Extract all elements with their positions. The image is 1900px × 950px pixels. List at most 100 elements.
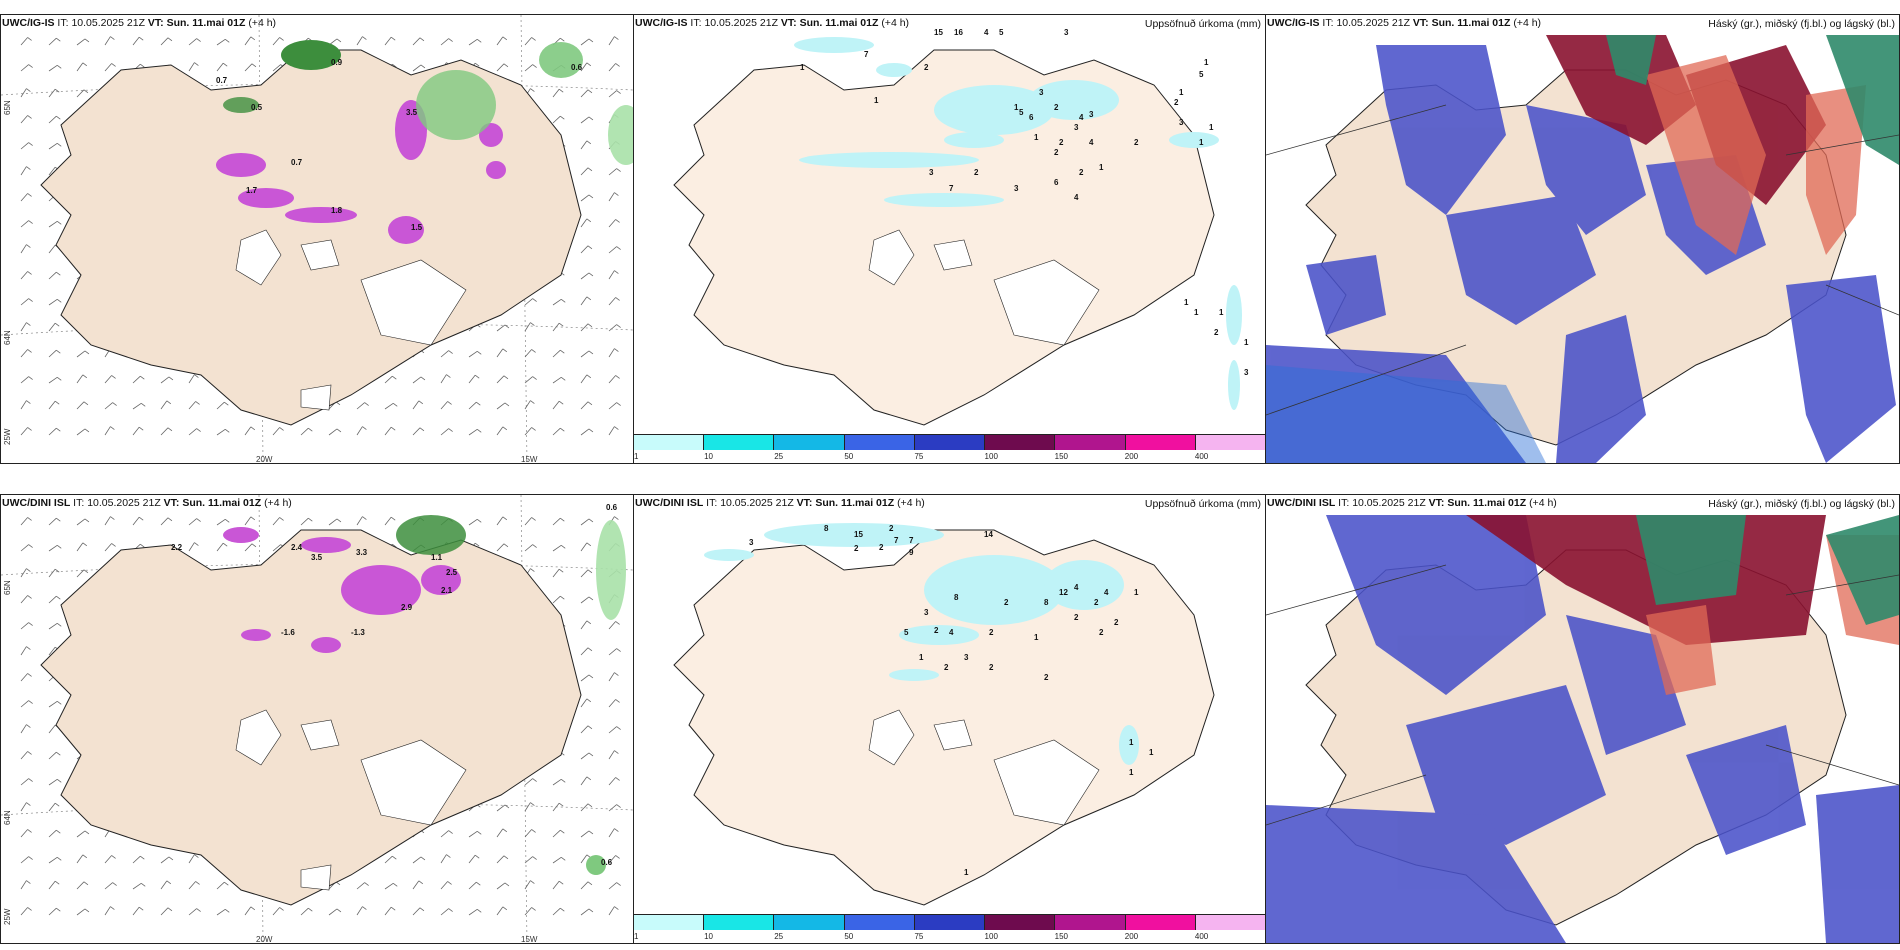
- wind-barb: [412, 376, 426, 384]
- value-label: 1: [1184, 298, 1189, 307]
- offset: (+4 h): [881, 17, 910, 29]
- value-label: 2: [1214, 328, 1219, 337]
- wind-barb: [132, 426, 144, 436]
- precip-areas: [794, 37, 1242, 410]
- it-label: IT:: [706, 497, 718, 509]
- value-label: 6: [1054, 178, 1059, 187]
- colorbar-tick: 150: [1054, 932, 1069, 941]
- wind-barb: [412, 880, 424, 890]
- colorbar-segment: [1055, 435, 1126, 450]
- wind-barb: [496, 516, 508, 526]
- colorbar-segment: [1055, 915, 1126, 930]
- colorbar-tick: 25: [774, 932, 784, 941]
- model-name: UWC/IG-IS: [635, 17, 688, 29]
- value-label: 2: [1054, 148, 1059, 157]
- wind-barb: [496, 828, 508, 838]
- lon-label-15w: 15W: [521, 935, 538, 944]
- wind-barb: [580, 620, 592, 630]
- wind-barb: [468, 909, 482, 916]
- value-label: 2: [854, 544, 859, 553]
- wind-barb: [412, 856, 426, 864]
- wind-barb: [216, 909, 230, 916]
- value-label: 5: [999, 28, 1004, 37]
- value-label: 3: [964, 653, 969, 662]
- value-label: 2: [1059, 138, 1064, 147]
- colorbar-segment: [985, 915, 1056, 930]
- wind-barb: [608, 297, 620, 306]
- wind-barb: [412, 64, 426, 72]
- glaciers: [868, 709, 1100, 826]
- value-label: 3.5: [311, 553, 323, 562]
- wind-barb: [20, 595, 32, 604]
- model-name: UWC/DINI ISL: [1267, 497, 1336, 509]
- wind-barb: [608, 375, 620, 384]
- wind-barb: [48, 37, 61, 46]
- value-label: 2: [934, 626, 939, 635]
- wind-barb: [328, 428, 342, 436]
- wind-barb: [496, 855, 509, 864]
- lat-label-25w: 25W: [3, 908, 12, 925]
- wind-barb: [188, 62, 199, 72]
- sea-bands: [1266, 365, 1546, 463]
- panel-title: UWC/IG-IS IT: 10.05.2025 21Z VT: Sun. 11…: [1267, 17, 1541, 29]
- panel-wind-temp-top: UWC/IG-IS IT: 10.05.2025 21Z VT: Sun. 11…: [0, 14, 634, 464]
- wind-barb: [20, 880, 31, 890]
- wind-barb: [244, 36, 256, 46]
- wind-barb: [580, 596, 594, 604]
- wind-barb: [496, 348, 508, 358]
- value-label: 1: [1219, 308, 1224, 317]
- it-label: IT:: [690, 17, 702, 29]
- wind-barb: [552, 595, 565, 604]
- wind-barb: [496, 324, 510, 332]
- value-label: 0.6: [606, 503, 618, 512]
- value-label: 2: [889, 524, 894, 533]
- value-label: 2: [944, 663, 949, 672]
- colorbar-tick: 1: [634, 452, 639, 461]
- lon-label-20w: 20W: [256, 455, 273, 464]
- value-label: 2.1: [441, 586, 453, 595]
- value-label: 8: [824, 524, 829, 533]
- wind-barb: [132, 36, 144, 46]
- it-label: IT:: [1338, 497, 1350, 509]
- wind-barb: [20, 400, 31, 410]
- wind-barb: [524, 778, 537, 786]
- wind-barb: [272, 517, 284, 526]
- wind-barb: [188, 881, 200, 890]
- wind-barb: [580, 674, 594, 682]
- wind-barb: [580, 323, 593, 332]
- wind-barb: [496, 906, 508, 916]
- panel-title: UWC/IG-IS IT: 10.05.2025 21Z VT: Sun. 11…: [635, 17, 909, 29]
- vt-value: Sun. 11.mai 01Z: [815, 497, 895, 509]
- value-label: 1: [1134, 588, 1139, 597]
- model-name: UWC/DINI ISL: [635, 497, 704, 509]
- colorbar-segment: [844, 435, 915, 450]
- value-label: 1.7: [246, 186, 258, 195]
- wind-barb: [48, 143, 62, 150]
- glaciers: [235, 229, 467, 411]
- wind-barb: [552, 829, 565, 838]
- wind-barb: [160, 907, 173, 916]
- wind-barb: [160, 427, 173, 436]
- wind-barb: [188, 542, 199, 552]
- value-label: 2.5: [446, 568, 458, 577]
- wind-barb: [188, 428, 201, 436]
- value-label: 0.6: [601, 858, 613, 867]
- value-label: 2: [989, 628, 994, 637]
- wind-barb: [384, 906, 396, 916]
- wind-barb: [132, 403, 146, 410]
- wind-barb: [440, 350, 453, 358]
- wind-barb: [132, 906, 144, 916]
- wind-barb: [76, 62, 88, 72]
- wind-barb: [188, 854, 199, 864]
- colorbar-segment: [774, 915, 845, 930]
- wind-barb: [104, 882, 117, 890]
- model-name: UWC/IG-IS: [2, 17, 55, 29]
- wind-barb: [216, 542, 228, 552]
- map-wind-temp: 0.6 2.2 2.4 3.5 3.3 1.12.5 2.1 2.9 -1.6 -1.3 0.6: [1, 495, 633, 943]
- wind-barb: [20, 829, 32, 838]
- value-label: 1: [1209, 123, 1214, 132]
- precip-title: Uppsöfnuð úrkoma (mm): [1144, 18, 1261, 30]
- wind-barb: [552, 545, 566, 552]
